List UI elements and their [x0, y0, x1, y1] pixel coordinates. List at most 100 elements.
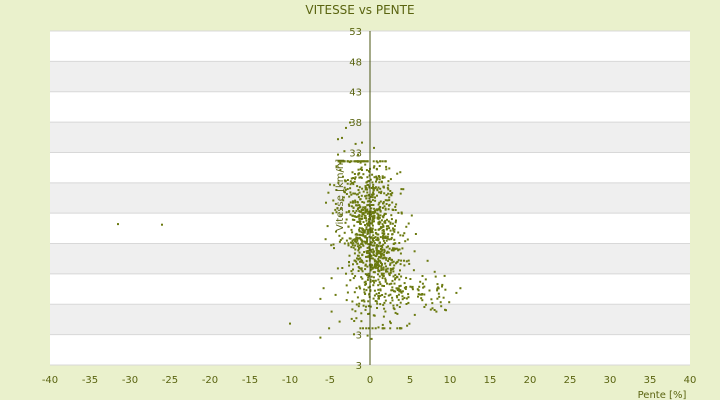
data-point	[360, 276, 363, 279]
data-point	[380, 248, 382, 250]
data-point	[363, 240, 366, 243]
data-point	[353, 173, 356, 175]
data-point	[377, 203, 380, 206]
data-point	[407, 259, 410, 262]
data-point	[381, 323, 384, 326]
x-tick-label: -5	[325, 375, 335, 386]
data-point	[396, 172, 399, 175]
data-point	[377, 186, 380, 189]
data-point	[389, 301, 392, 304]
data-point	[372, 271, 375, 274]
y-tick-label: 43	[349, 88, 362, 99]
data-point	[367, 218, 370, 221]
data-point	[358, 237, 361, 240]
data-point	[354, 244, 357, 247]
data-point	[378, 206, 381, 209]
data-point	[356, 220, 359, 223]
data-point	[355, 287, 358, 290]
data-point	[350, 205, 353, 208]
data-point	[350, 193, 353, 196]
data-point	[352, 238, 355, 241]
data-point	[358, 246, 361, 249]
data-point	[382, 268, 385, 271]
data-point	[358, 204, 361, 207]
data-point	[351, 214, 354, 217]
data-point	[374, 254, 377, 257]
data-point	[389, 269, 392, 272]
data-point	[408, 322, 411, 325]
data-point	[362, 206, 365, 209]
data-point	[420, 297, 423, 300]
data-point	[421, 282, 424, 285]
data-point	[386, 187, 389, 189]
data-point	[356, 238, 359, 240]
data-point	[379, 214, 382, 217]
data-point	[379, 250, 382, 253]
data-point	[388, 227, 391, 230]
x-tick-label: -40	[42, 375, 58, 386]
data-point	[364, 163, 367, 166]
data-point	[418, 285, 421, 288]
data-point	[367, 252, 370, 255]
data-point	[356, 296, 359, 299]
data-point	[360, 260, 363, 263]
data-point	[364, 283, 367, 286]
data-point	[359, 287, 362, 290]
data-point	[378, 259, 381, 262]
data-point	[385, 265, 387, 268]
data-point	[384, 292, 387, 295]
data-point	[388, 203, 391, 206]
data-point	[367, 313, 370, 315]
data-point	[388, 274, 391, 277]
data-point	[373, 146, 375, 149]
data-point	[384, 208, 387, 211]
data-point	[337, 138, 339, 141]
data-point	[358, 214, 361, 217]
data-point	[345, 299, 348, 302]
data-point	[357, 168, 360, 171]
data-point	[384, 279, 387, 282]
data-point	[354, 211, 357, 214]
data-point	[394, 278, 396, 281]
data-point	[397, 231, 400, 234]
data-point	[348, 261, 350, 264]
data-point	[366, 160, 369, 163]
data-point	[368, 185, 371, 188]
data-point	[354, 177, 356, 180]
data-point	[405, 276, 408, 279]
data-point	[398, 278, 401, 281]
data-point	[423, 293, 426, 296]
data-point	[382, 185, 385, 188]
data-point	[363, 231, 366, 234]
data-point	[338, 320, 341, 323]
data-point	[392, 229, 395, 232]
data-point	[436, 283, 439, 286]
data-point	[377, 270, 380, 272]
data-point	[389, 178, 392, 181]
data-point	[350, 228, 353, 231]
data-point	[385, 257, 388, 260]
data-point	[391, 201, 394, 204]
data-point	[346, 182, 349, 185]
data-point	[387, 220, 390, 223]
data-point	[356, 239, 359, 242]
data-point	[402, 234, 405, 237]
data-point	[399, 284, 402, 287]
data-point	[378, 201, 381, 204]
data-point	[359, 220, 362, 223]
y-tick-label: 3	[356, 361, 362, 372]
data-point	[357, 215, 360, 218]
data-point	[350, 177, 353, 180]
data-point	[363, 214, 366, 217]
data-point	[353, 320, 356, 322]
data-point	[377, 228, 380, 231]
data-point	[367, 305, 370, 308]
data-point	[363, 201, 366, 204]
data-point	[355, 204, 358, 207]
data-point	[403, 264, 406, 267]
data-point	[386, 227, 388, 230]
data-points	[117, 121, 462, 340]
data-point	[377, 252, 380, 255]
data-point	[380, 190, 383, 193]
data-point	[349, 183, 352, 186]
